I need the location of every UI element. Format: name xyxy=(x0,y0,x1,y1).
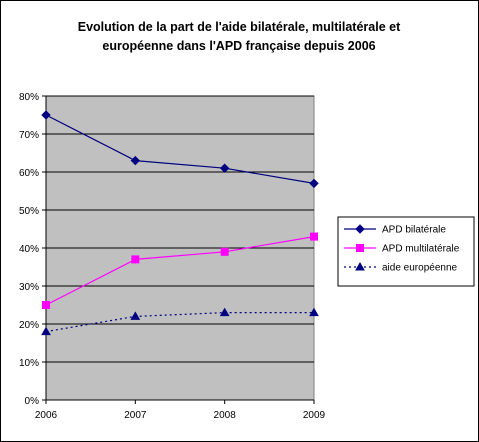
series-line xyxy=(45,236,315,306)
legend-marker xyxy=(355,261,365,271)
y-tick-label: 10% xyxy=(19,358,39,369)
legend-label: aide européenne xyxy=(382,263,458,274)
x-tick-label: 2008 xyxy=(214,410,237,421)
chart-title-line-1: Evolution de la part de l'aide bilatéral… xyxy=(78,20,401,34)
legend-marker xyxy=(356,244,364,252)
data-point xyxy=(309,307,319,317)
data-point xyxy=(310,232,318,241)
data-point xyxy=(220,247,229,256)
data-point xyxy=(309,178,319,189)
legend-marker xyxy=(355,224,365,234)
series-2 xyxy=(41,307,319,336)
x-tick-label: 2009 xyxy=(303,410,326,421)
y-tick-label: 60% xyxy=(19,168,39,179)
series-group xyxy=(41,110,319,336)
data-point xyxy=(131,255,140,264)
y-tick-label: 40% xyxy=(19,244,39,255)
legend-label: APD multilatérale xyxy=(382,244,460,255)
x-tick-label: 2006 xyxy=(35,410,58,421)
data-point xyxy=(42,301,50,309)
y-tick-label: 50% xyxy=(19,206,39,217)
series-line xyxy=(45,312,314,333)
y-tick-label: 70% xyxy=(19,130,39,141)
legend: APD bilatérale APD multilatérale aide euro… xyxy=(337,216,475,287)
series-0 xyxy=(41,110,319,189)
chart-title-line-2: européenne dans l'APD française depuis 2… xyxy=(102,39,375,53)
data-point xyxy=(41,110,51,120)
series-1 xyxy=(42,232,318,309)
data-point xyxy=(219,307,230,317)
y-tick-label: 0% xyxy=(25,396,40,407)
series-line xyxy=(45,114,315,184)
data-point xyxy=(130,311,141,320)
y-tick-label: 80% xyxy=(19,92,39,103)
axes: 0% 10% 20% 30% 40% 50% 60% 70% 80% 2006 2007 2008 20… xyxy=(19,92,326,421)
legend-label: APD bilatérale xyxy=(382,225,446,236)
data-point xyxy=(130,155,141,166)
x-tick-label: 2007 xyxy=(124,410,147,421)
y-tick-label: 30% xyxy=(19,282,39,293)
data-point xyxy=(219,163,230,173)
y-tick-label: 20% xyxy=(19,320,39,331)
data-point xyxy=(41,326,51,336)
